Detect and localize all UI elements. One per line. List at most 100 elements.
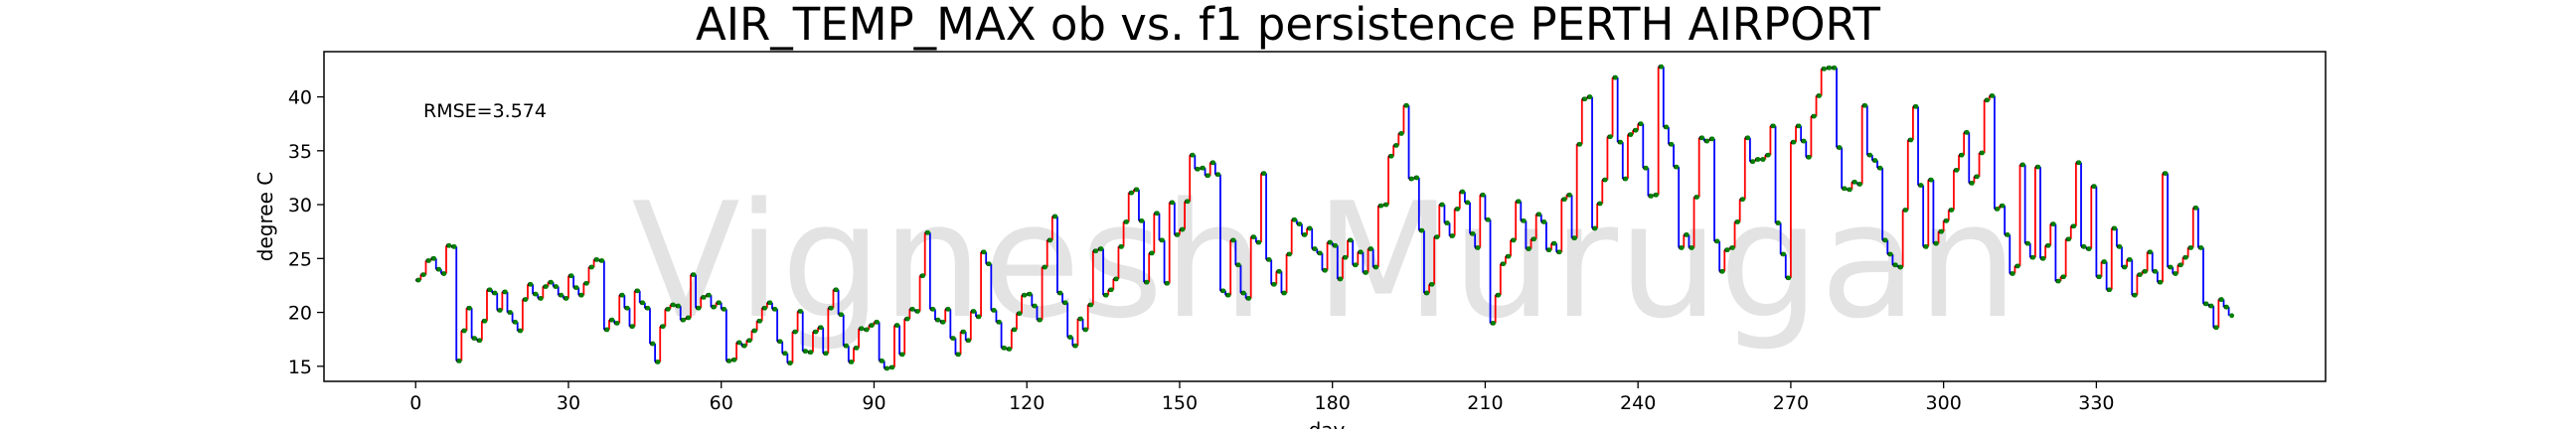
x-axis-label: day [1309,418,1346,429]
observation-point [1338,276,1344,282]
observation-point [1857,182,1862,187]
observation-point [1180,226,1186,232]
observation-point [1266,256,1272,262]
observation-point [1649,193,1654,199]
observation-point [1832,65,1838,71]
observation-point [1358,249,1364,255]
observation-point [1623,176,1629,182]
observation-point [508,310,513,315]
observation-point [1276,268,1282,274]
observation-point [2014,263,2020,269]
observation-point [1292,216,1298,222]
observation-point [1149,250,1155,256]
observation-point [1450,233,1455,238]
observation-point [1078,316,1083,322]
observation-point [1572,235,1577,241]
observation-point [746,338,752,344]
observation-point [2127,256,2133,262]
observation-point [1796,123,1802,129]
observation-point [1765,152,1771,158]
x-tick-label: 30 [557,392,580,414]
observation-point [1201,165,1206,171]
observation-point [2137,272,2143,277]
observation-point [899,352,905,358]
observation-point [1012,327,1018,333]
observation-point [1822,66,1828,72]
observation-point [1587,94,1593,99]
observation-point [889,364,895,370]
observation-point [1812,113,1817,119]
observation-point [1654,192,1659,198]
observation-point [681,317,687,323]
observation-point [1521,217,1527,223]
observation-point [1353,262,1359,268]
observation-point [2218,297,2224,302]
observation-point [1954,167,1960,173]
observation-point [1903,208,1909,213]
x-tick-label: 90 [862,392,886,414]
observation-point [482,318,488,324]
observation-point [945,306,951,312]
observation-point [1974,174,1980,180]
observation-point [869,323,875,328]
observation-point [1103,292,1109,298]
observation-point [1709,136,1715,142]
observation-point [2183,254,2188,260]
observation-point [736,340,742,346]
observation-point [1195,166,1201,172]
observation-point [1740,197,1746,203]
observation-point [1755,157,1761,162]
observation-point [451,243,457,249]
observation-point [722,306,727,312]
observation-point [1781,251,1787,257]
observation-point [472,336,478,342]
observation-point [1470,230,1476,236]
observation-point [1256,239,1262,245]
observation-point [1047,237,1053,243]
observation-point [1480,192,1486,198]
observation-point [777,339,783,345]
observation-point [420,272,426,277]
observation-point [573,285,579,291]
observation-point [1882,237,1888,243]
observation-point [1618,139,1624,145]
watermark-text: Vignesh Murugan [631,168,2017,354]
observation-point [1398,131,1404,136]
observation-point [1475,245,1481,250]
observation-point [1373,264,1379,270]
observation-point [1985,97,1991,103]
observation-point [2071,223,2077,229]
observation-point [1719,268,1725,274]
observation-point [1561,197,1567,203]
observation-point [1190,152,1196,158]
observation-point [803,349,809,355]
observation-point [1378,203,1384,209]
observation-point [549,279,554,285]
observation-point [1348,237,1354,243]
observation-point [1052,214,1058,219]
observation-point [904,316,910,322]
observation-point [2143,268,2148,274]
observation-point [1220,288,1226,294]
observation-point [1170,200,1176,206]
observation-point [1439,202,1445,208]
observation-point [1659,64,1665,70]
observation-point [1837,145,1843,150]
observation-point [986,261,992,267]
observation-point [1872,158,1878,163]
observation-point [2132,292,2138,298]
observation-point [1933,240,1939,246]
observation-point [2061,274,2066,280]
observation-point [920,273,925,279]
observation-point [1486,216,1491,222]
observation-point [559,292,564,298]
observation-point [2025,240,2031,246]
observation-point [1786,275,1792,281]
observation-point [2208,303,2214,309]
observation-point [1898,264,1903,270]
observation-point [1271,281,1277,287]
observation-point [1633,127,1639,133]
observation-point [1062,300,1068,306]
observation-point [1969,180,1975,186]
observation-point [655,360,661,364]
